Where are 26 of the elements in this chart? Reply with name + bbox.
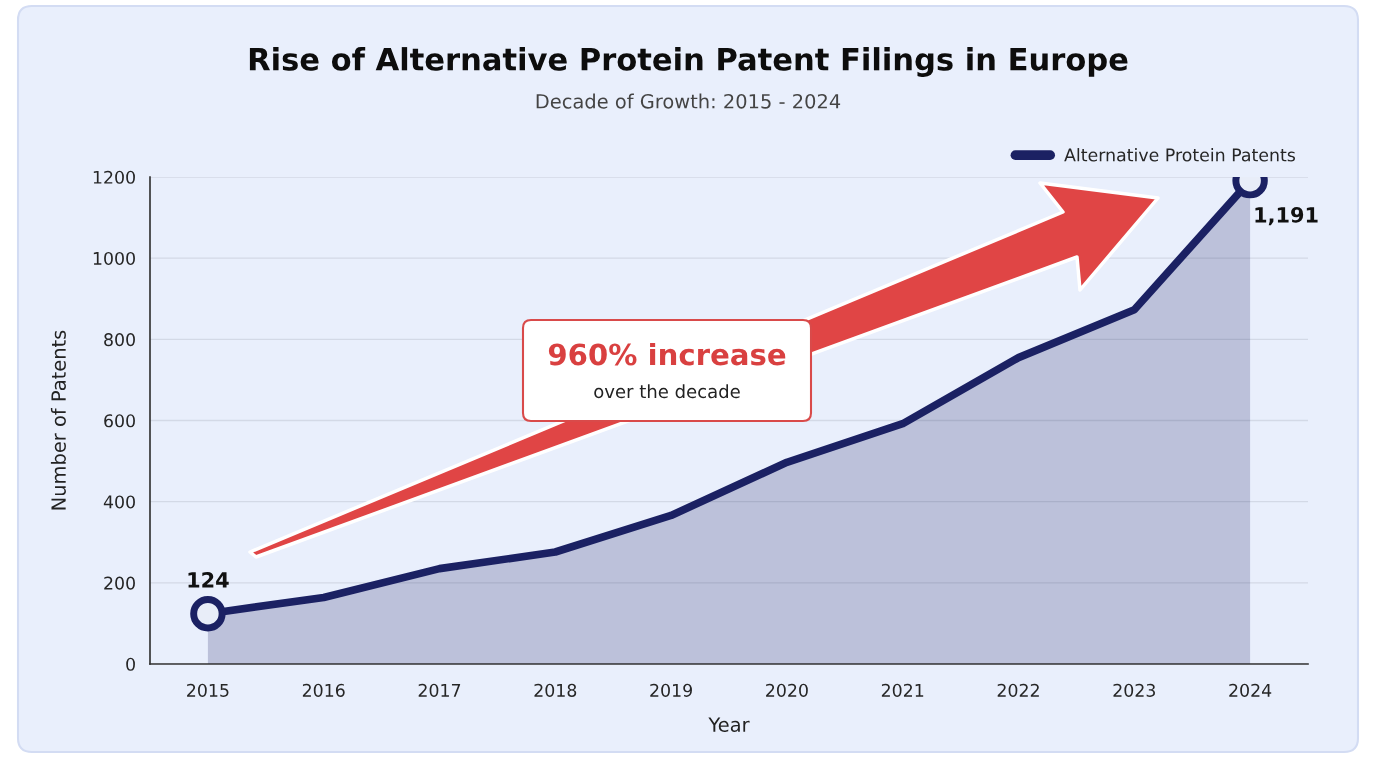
y-tick-label: 0	[126, 657, 135, 671]
annotation: over the decade	[594, 384, 740, 399]
y-tick-label: 200	[104, 576, 135, 590]
y-axis-title: Number of Patents	[50, 330, 66, 510]
x-tick-label: 2018	[534, 683, 577, 697]
x-axis-title: Year	[708, 717, 750, 732]
legend-label: Alternative Protein Patents	[1064, 148, 1296, 162]
x-tick-label: 2020	[766, 683, 808, 697]
y-tick-label: 1000	[93, 251, 135, 266]
annotation: 960% increase	[548, 342, 786, 366]
data-label: 124	[188, 571, 229, 588]
y-tick-label: 1200	[93, 170, 135, 184]
x-tick-label: 2015	[187, 683, 229, 697]
x-tick-label: 2022	[997, 683, 1039, 697]
x-tick-label: 2019	[650, 683, 692, 697]
chart-subtitle: Decade of Growth: 2015 - 2024	[536, 93, 841, 109]
x-tick-label: 2024	[1229, 683, 1272, 697]
y-tick-label: 400	[103, 495, 135, 509]
y-tick-label: 600	[104, 414, 135, 428]
y-tick-label: 800	[104, 333, 135, 347]
x-tick-label: 2016	[302, 683, 345, 697]
x-tick-label: 2021	[881, 683, 924, 697]
chart-title: Rise of Alternative Protein Patent Filings in Europe	[249, 47, 1128, 77]
data-label: 1,191	[1255, 206, 1318, 226]
x-tick-label: 2023	[1113, 683, 1155, 697]
x-tick-label: 2017	[418, 683, 461, 697]
